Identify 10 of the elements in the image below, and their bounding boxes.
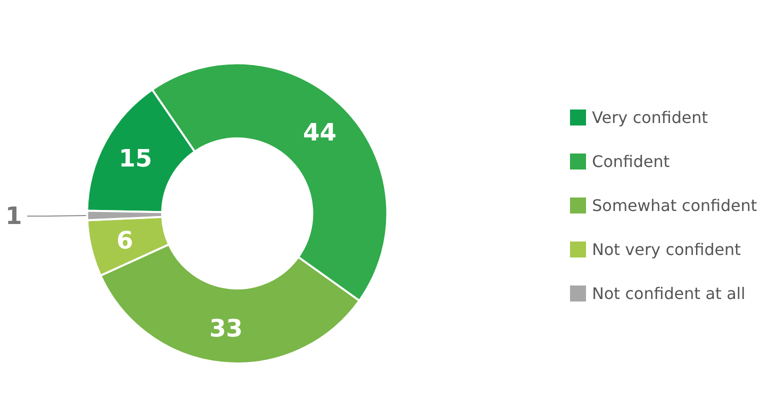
data-label: 44 <box>302 118 336 146</box>
legend-label: Not confident at all <box>592 284 746 303</box>
legend-label: Not very confident <box>592 240 741 259</box>
legend-label: Very confident <box>592 108 708 127</box>
data-label: 15 <box>118 144 152 173</box>
legend-label: Somewhat confident <box>592 196 757 215</box>
data-label: 1 <box>5 202 22 230</box>
data-label: 6 <box>116 226 134 254</box>
legend-label: Confident <box>592 152 670 171</box>
data-label: 33 <box>209 314 243 342</box>
